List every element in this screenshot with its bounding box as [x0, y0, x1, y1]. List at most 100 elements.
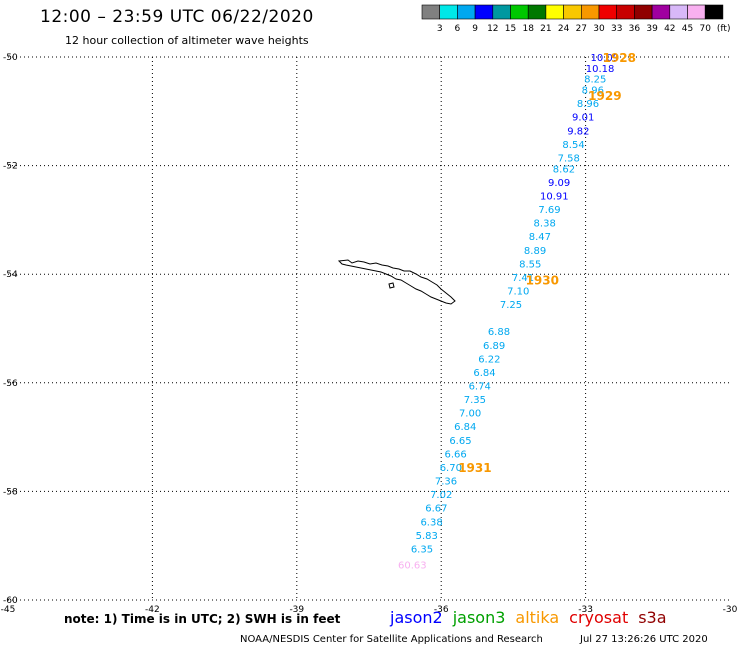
satellite-legend: jason2 jason3 altika cryosat s3a: [390, 608, 677, 627]
wave-height-point: 8.25: [584, 75, 606, 86]
wave-height-point: 7.36: [435, 477, 457, 488]
wave-height-point: 8.62: [553, 164, 575, 175]
wave-height-point: 6.74: [469, 382, 491, 393]
colorbar-swatch: [651, 4, 671, 20]
colorbar-swatch: [527, 4, 547, 20]
chart-subtitle: 12 hour collection of altimeter wave hei…: [65, 34, 309, 47]
satellite-cryosat: cryosat: [569, 608, 629, 627]
x-tick-label: -39: [289, 605, 304, 615]
colorbar-label: 27: [576, 24, 587, 34]
wave-height-point: 8.96: [582, 86, 604, 97]
colorbar-label: 70: [699, 24, 711, 34]
satellite-jason3: jason3: [452, 608, 506, 627]
colorbar-label: 6: [455, 24, 461, 34]
wave-height-point: 8.55: [519, 259, 541, 270]
wave-height-point: 6.88: [488, 327, 510, 338]
pass-time-label: 1929: [588, 89, 621, 103]
colorbar-label: 42: [664, 24, 675, 34]
wave-height-point: 6.84: [473, 368, 495, 379]
wave-height-point: 6.89: [483, 341, 505, 352]
wave-height-point: 6.70: [440, 463, 462, 474]
wave-height-point: 10.91: [540, 191, 569, 202]
island-outline: [337, 259, 456, 305]
satellite-altika: altika: [515, 608, 560, 627]
y-tick-label: -52: [3, 162, 18, 172]
credit-text: NOAA/NESDIS Center for Satellite Applica…: [240, 634, 543, 645]
wave-height-point: 7.58: [558, 153, 580, 164]
colorbar-label: 9: [472, 24, 478, 34]
wave-height-point: 6.38: [420, 517, 442, 528]
colorbar-label: 18: [522, 24, 534, 34]
colorbar-swatch: [492, 4, 511, 20]
satellite-jason2: jason2: [390, 608, 443, 627]
colorbar-label: 45: [682, 24, 693, 34]
coastline-south-georgia: [337, 259, 456, 305]
x-tick-label: -36: [434, 605, 449, 615]
colorbar-label: 36: [629, 24, 641, 34]
colorbar-label: 12: [487, 24, 498, 34]
y-tick-label: -58: [3, 487, 18, 497]
colorbar-label: 24: [558, 24, 570, 34]
wave-height-point: 60.63: [398, 561, 427, 572]
wave-height-point: 6.35: [411, 544, 433, 555]
colorbar-swatch: [704, 4, 724, 20]
colorbar-swatch: [457, 4, 476, 20]
colorbar-label: 15: [505, 24, 516, 34]
colorbar-swatch: [474, 4, 494, 20]
axis-ticks: -45 -42 -39 -36 -33 -30 -50 -52 -54 -56 -58 -60: [1, 53, 738, 615]
wave-height-point: 6.84: [454, 422, 476, 433]
colorbar-swatch: [598, 4, 618, 20]
colorbar-swatch: [563, 4, 582, 20]
wave-height-point: 7.69: [538, 205, 560, 216]
wave-height-point: 6.66: [445, 449, 467, 460]
wave-height-point: 8.47: [529, 232, 551, 243]
islet-outline: [388, 282, 395, 289]
wave-height-point: 6.67: [425, 504, 447, 515]
y-tick-label: -54: [3, 270, 18, 280]
wave-height-point: 9.01: [572, 113, 594, 124]
wave-height-point: 10.18: [586, 64, 615, 75]
colorbar-swatch: [687, 4, 706, 20]
colorbar-label: 21: [540, 24, 551, 34]
pass-time-label: 1928: [603, 51, 636, 65]
wave-height-point: 8.54: [562, 140, 584, 151]
credit-timestamp: Jul 27 13:26:26 UTC 2020: [580, 634, 708, 645]
colorbar-label: 33: [611, 24, 622, 34]
wave-height-point: 9.82: [567, 126, 589, 137]
y-tick-label: -50: [3, 53, 18, 63]
time-labels: 1928 1929 1930 1931: [458, 51, 636, 475]
colorbar-swatch: [669, 4, 688, 20]
wave-height-point: 8.89: [524, 246, 546, 257]
wave-height-point: 5.83: [416, 531, 438, 542]
colorbar-label: 39: [646, 24, 658, 34]
colorbar-swatch: [580, 4, 600, 20]
colorbar-swatch: [439, 4, 458, 20]
wave-height-point: 6.65: [449, 436, 471, 447]
y-tick-label: -56: [3, 379, 18, 389]
pass-time-label: 1931: [458, 461, 491, 475]
wave-height-point: 7.00: [459, 409, 481, 420]
x-tick-label: -33: [578, 605, 593, 615]
chart-title: 12:00 – 23:59 UTC 06/22/2020: [40, 7, 314, 27]
colorbar-swatch: [616, 4, 635, 20]
colorbar-unit: (ft): [717, 24, 731, 34]
x-tick-label: -42: [145, 605, 160, 615]
colorbar-swatch: [634, 4, 653, 20]
colorbar-swatch: [510, 4, 529, 20]
y-tick-label: -60: [3, 596, 18, 606]
wave-height-point: 8.96: [577, 99, 599, 110]
colorbar-swatch: [545, 4, 564, 20]
x-tick-label: -45: [1, 605, 16, 615]
x-tick-label: -30: [723, 605, 738, 615]
color-legend: 3 6 9 12 15 18 21 24 27 30 33 36 39 42 45 70 (ft): [421, 4, 731, 34]
wave-height-point: 7.41: [512, 273, 534, 284]
colorbar-label: 3: [437, 24, 443, 34]
grid-lines: [8, 56, 730, 601]
wave-height-point: 7.25: [500, 300, 522, 311]
wave-height-point: 10.09: [591, 53, 620, 64]
wave-height-point: 7.35: [464, 395, 486, 406]
colorbar-swatch: [421, 4, 441, 20]
pass-time-label: 1930: [526, 274, 559, 288]
wave-height-point: 7.10: [507, 286, 529, 297]
